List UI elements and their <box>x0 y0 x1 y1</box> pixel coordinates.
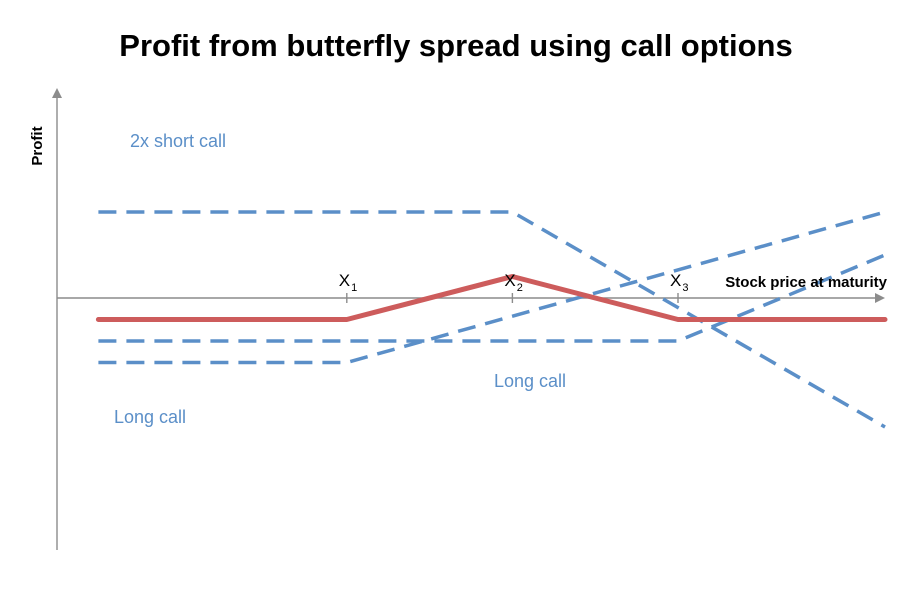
x-axis-arrow <box>875 293 885 303</box>
long-call-x3-line <box>98 253 886 343</box>
x-axis-title: Stock price at maturity <box>725 274 887 291</box>
x-tick-label: X2 <box>504 271 522 294</box>
labels: X1 X2 X3 Stock price at maturity Profit 2x sh… <box>29 126 888 427</box>
y-axis-title: Profit <box>29 126 46 165</box>
x-tick-label: X3 <box>670 271 688 294</box>
y-axis-arrow <box>52 88 62 98</box>
axes <box>52 88 885 550</box>
chart-title: Profit from butterfly spread using call … <box>119 28 792 63</box>
short-call-2x-line <box>98 210 886 429</box>
series-label: Long call <box>494 371 566 391</box>
x-tick-label: X1 <box>339 271 357 294</box>
series-label: 2x short call <box>130 131 226 151</box>
series-label: Long call <box>114 407 186 427</box>
butterfly-profit-line <box>95 274 888 322</box>
series-lines <box>95 210 888 429</box>
long-call-x1-line <box>98 210 886 365</box>
